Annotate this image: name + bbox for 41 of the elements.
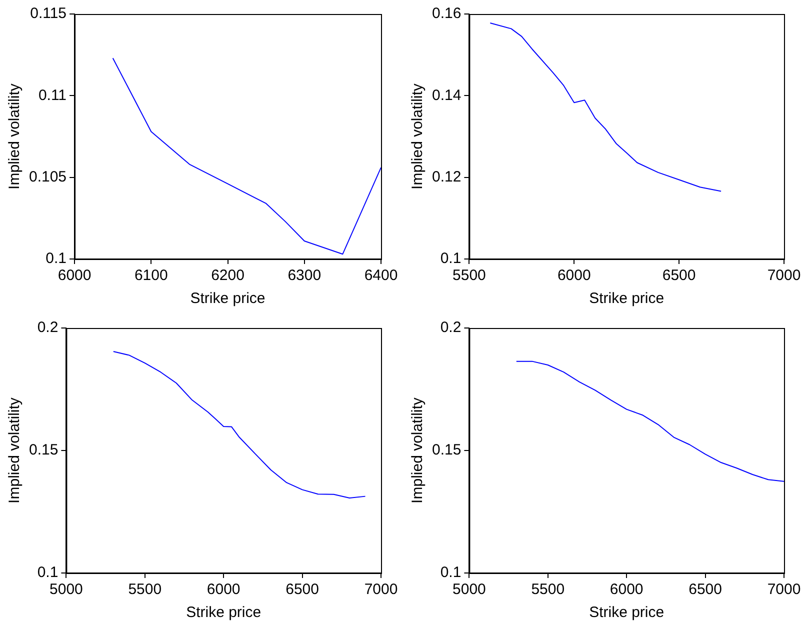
x-tick-label: 6000 bbox=[557, 267, 591, 284]
x-tick-label: 5000 bbox=[452, 581, 486, 598]
y-tick-label: 0.16 bbox=[432, 5, 462, 22]
y-tick-label: 0.15 bbox=[28, 442, 58, 459]
x-tick-label: 5500 bbox=[452, 267, 486, 284]
x-tick-label: 6000 bbox=[610, 581, 644, 598]
y-tick-label: 0.105 bbox=[28, 168, 67, 186]
x-tick-label: 6500 bbox=[688, 581, 722, 598]
x-tick-label: 6000 bbox=[58, 267, 92, 284]
y-tick-label: 0.2 bbox=[37, 319, 58, 336]
y-tick-label: 0.1 bbox=[440, 250, 462, 268]
x-axis-title: Strike price bbox=[589, 604, 664, 622]
x-axis-title: Strike price bbox=[186, 604, 262, 622]
y-axis-title: Implied volatility bbox=[409, 397, 426, 504]
y-axis-title: Implied volatility bbox=[6, 83, 24, 190]
x-tick-label: 7000 bbox=[767, 267, 801, 284]
x-tick-label: 6400 bbox=[364, 267, 398, 284]
y-tick-label: 0.1 bbox=[440, 564, 462, 582]
y-tick-label: 0.115 bbox=[30, 5, 67, 22]
x-tick-label: 7000 bbox=[364, 581, 398, 598]
x-tick-label: 6300 bbox=[288, 267, 322, 284]
x-tick-label: 6000 bbox=[206, 581, 240, 598]
y-tick-label: 0.14 bbox=[432, 86, 462, 104]
x-tick-label: 6500 bbox=[286, 581, 319, 598]
x-tick-label: 6200 bbox=[211, 267, 244, 284]
x-tick-label: 7000 bbox=[767, 581, 801, 598]
y-axis-title: Implied volatility bbox=[409, 83, 426, 190]
x-tick-label: 5000 bbox=[50, 581, 83, 598]
x-tick-label: 5500 bbox=[531, 581, 565, 598]
y-tick-label: 0.1 bbox=[46, 250, 67, 268]
y-tick-label: 0.15 bbox=[432, 442, 462, 459]
y-axis-title: Implied volatility bbox=[6, 397, 24, 504]
x-tick-label: 6100 bbox=[134, 267, 168, 284]
x-axis-title: Strike price bbox=[589, 290, 664, 308]
x-tick-label: 5500 bbox=[128, 581, 162, 598]
y-tick-label: 0.2 bbox=[440, 319, 462, 336]
y-tick-label: 0.1 bbox=[37, 564, 58, 582]
y-tick-label: 0.12 bbox=[432, 168, 462, 186]
x-axis-title: Strike price bbox=[190, 290, 266, 308]
y-tick-label: 0.11 bbox=[38, 86, 67, 104]
x-tick-label: 6500 bbox=[662, 267, 696, 284]
